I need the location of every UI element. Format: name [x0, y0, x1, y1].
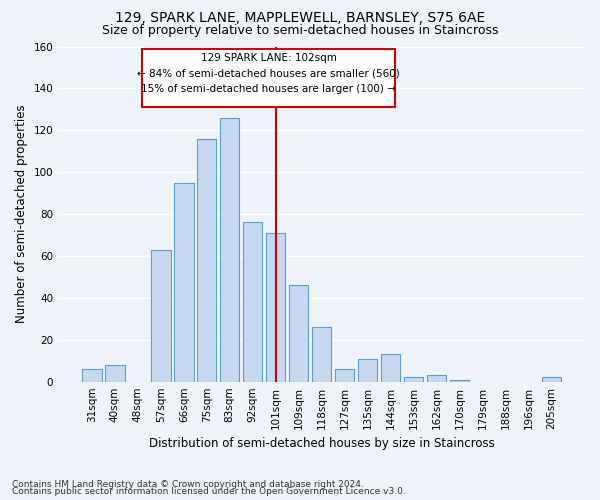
Bar	[427, 376, 446, 382]
Text: Size of property relative to semi-detached houses in Staincross: Size of property relative to semi-detach…	[102, 24, 498, 37]
Text: Contains HM Land Registry data © Crown copyright and database right 2024.: Contains HM Land Registry data © Crown c…	[12, 480, 364, 489]
FancyBboxPatch shape	[142, 48, 395, 108]
Bar	[542, 378, 561, 382]
Bar	[266, 233, 286, 382]
Text: Contains public sector information licensed under the Open Government Licence v3: Contains public sector information licen…	[12, 488, 406, 496]
Bar	[289, 286, 308, 382]
Bar	[358, 358, 377, 382]
Bar	[151, 250, 170, 382]
Bar	[105, 365, 125, 382]
Bar	[312, 327, 331, 382]
X-axis label: Distribution of semi-detached houses by size in Staincross: Distribution of semi-detached houses by …	[149, 437, 494, 450]
Bar	[335, 369, 355, 382]
Text: 129 SPARK LANE: 102sqm: 129 SPARK LANE: 102sqm	[201, 53, 337, 63]
Bar	[220, 118, 239, 382]
Text: 15% of semi-detached houses are larger (100) →: 15% of semi-detached houses are larger (…	[142, 84, 396, 94]
Y-axis label: Number of semi-detached properties: Number of semi-detached properties	[15, 105, 28, 324]
Bar	[449, 380, 469, 382]
Bar	[82, 369, 101, 382]
Text: ← 84% of semi-detached houses are smaller (560): ← 84% of semi-detached houses are smalle…	[137, 68, 400, 78]
Bar	[381, 354, 400, 382]
Bar	[197, 138, 217, 382]
Bar	[404, 378, 423, 382]
Bar	[243, 222, 262, 382]
Text: 129, SPARK LANE, MAPPLEWELL, BARNSLEY, S75 6AE: 129, SPARK LANE, MAPPLEWELL, BARNSLEY, S…	[115, 11, 485, 25]
Bar	[174, 182, 194, 382]
